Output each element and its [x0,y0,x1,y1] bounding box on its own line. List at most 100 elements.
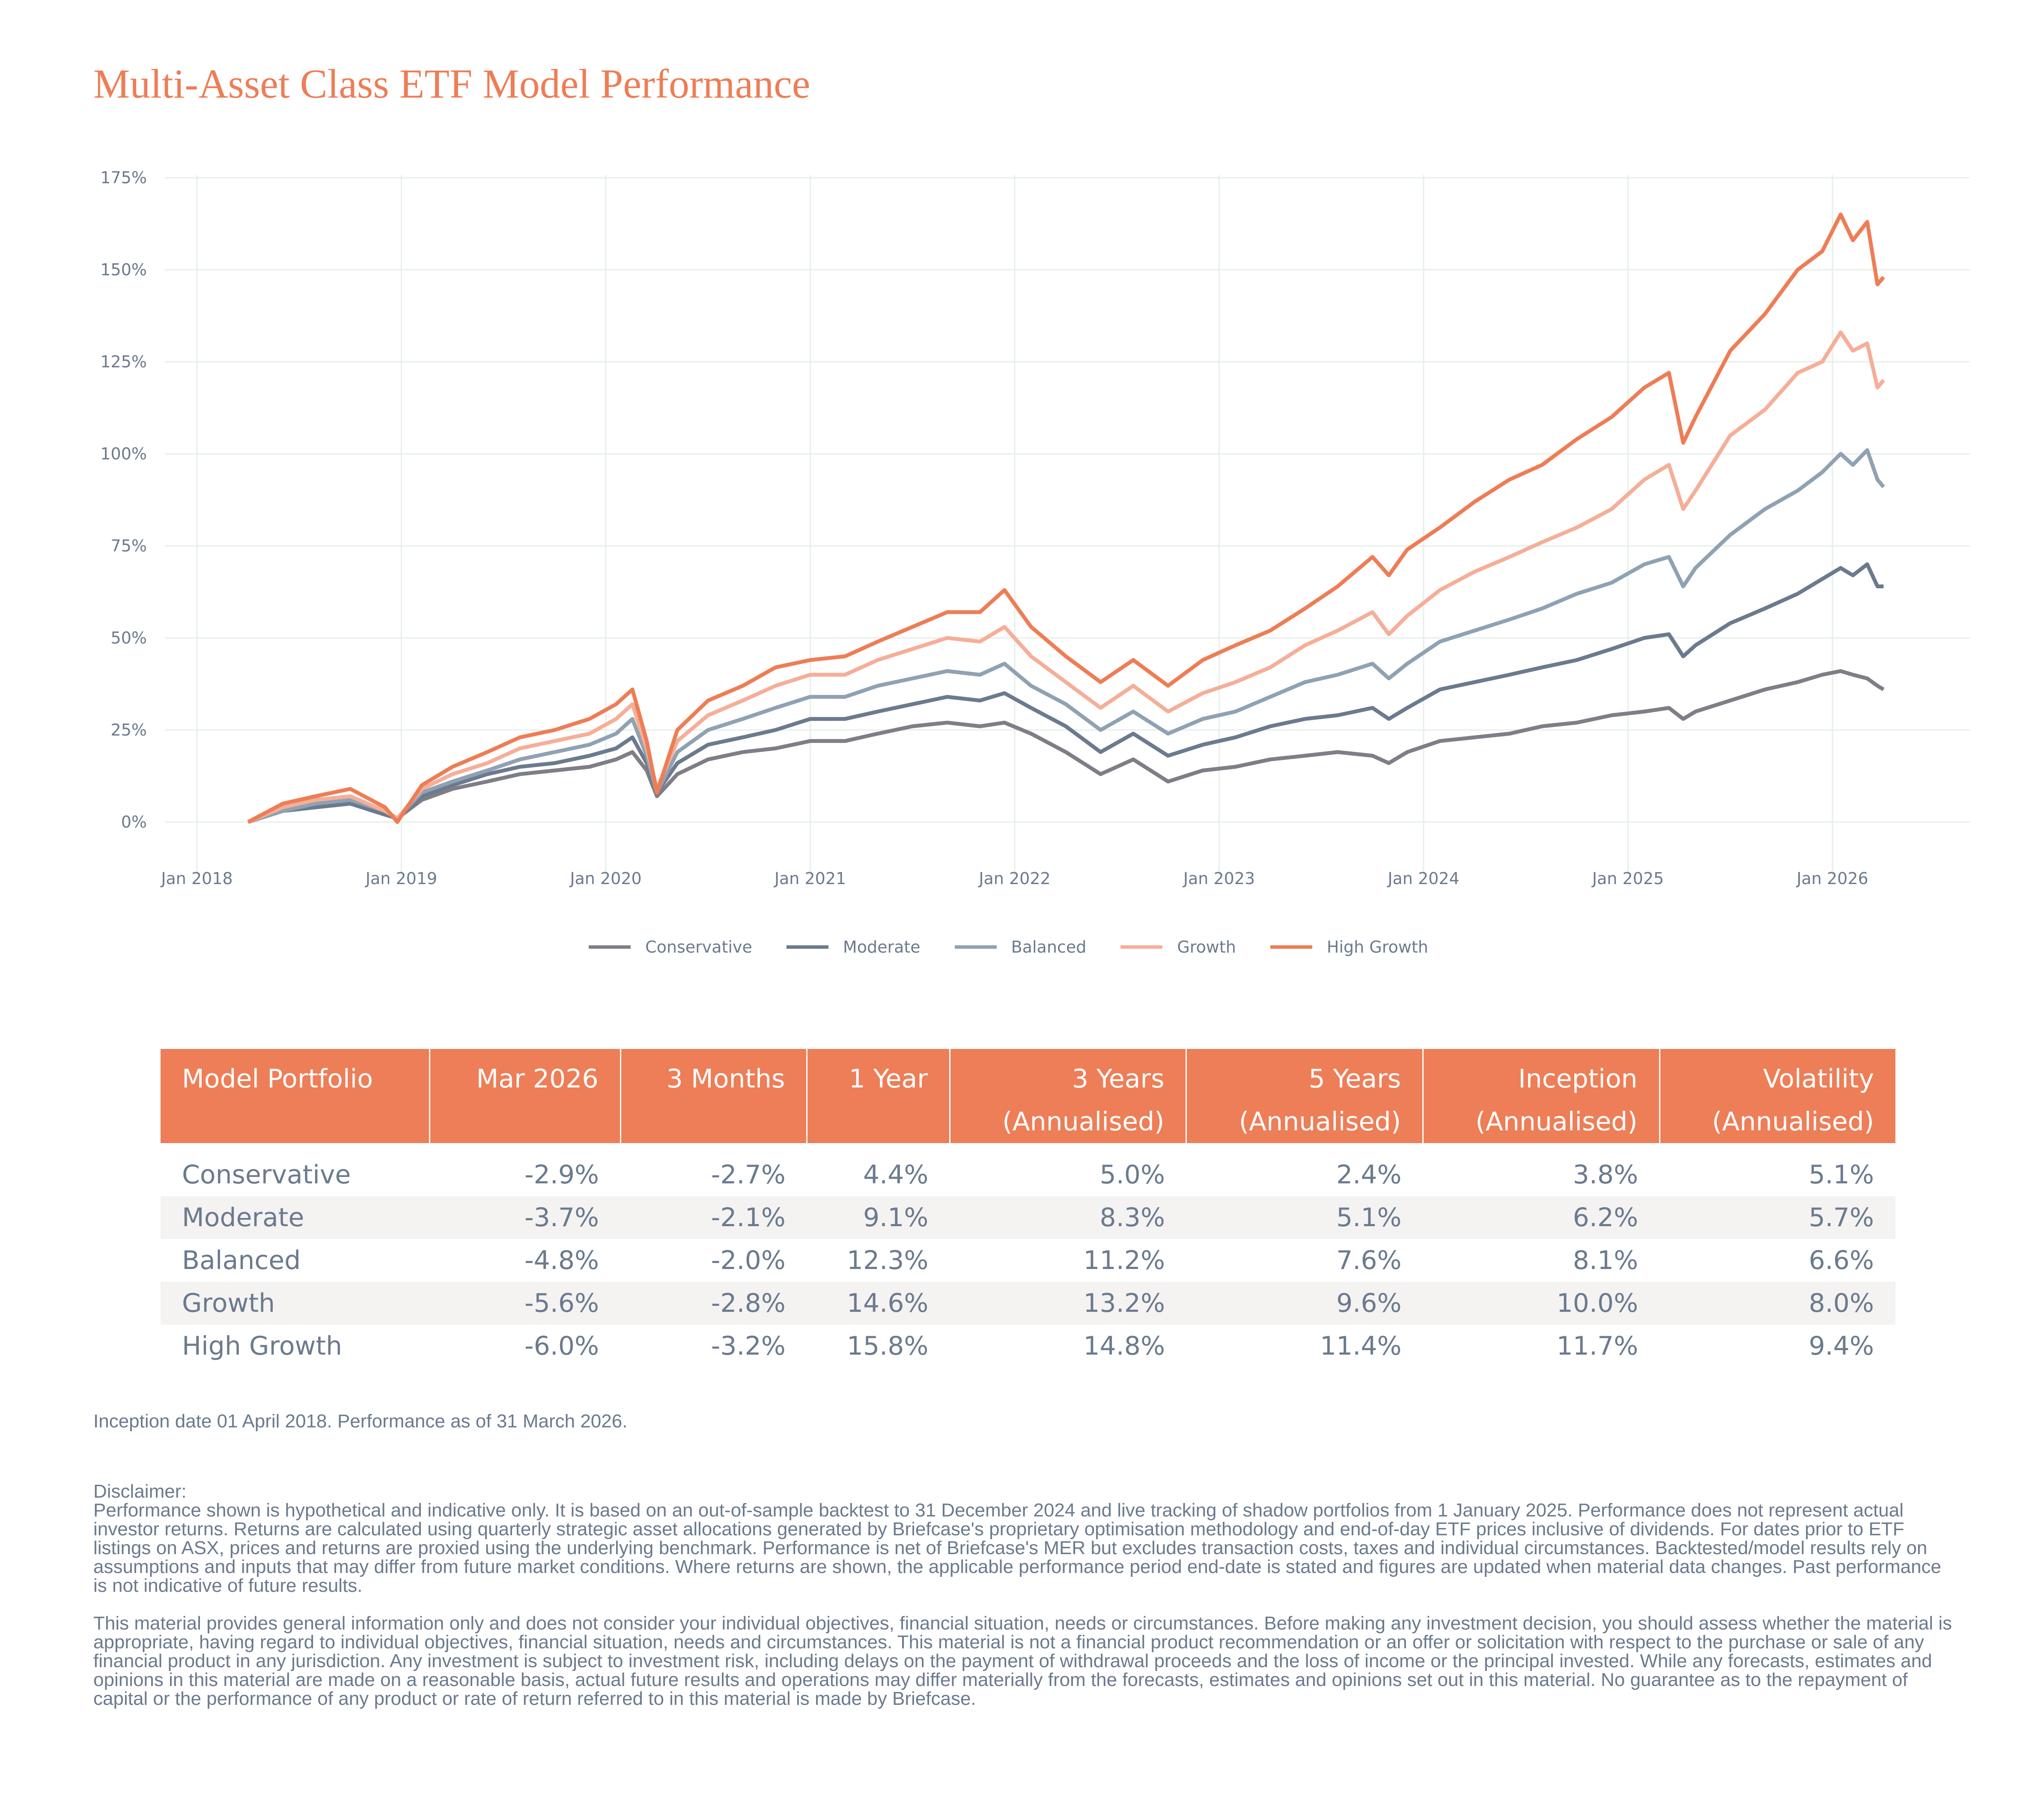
y-tick-label: 75% [111,536,147,555]
cell-value: 13.2% [950,1282,1186,1325]
disclaimer: Disclaimer: Performance shown is hypothe… [93,1482,1960,1727]
cell-value: 11.4% [1320,1331,1402,1361]
cell-value: 11.2% [1083,1245,1165,1275]
cell-value: -5.6% [429,1282,621,1325]
cell-value: 3.8% [1573,1160,1639,1190]
legend-item-moderate[interactable]: Moderate [786,938,921,956]
legend-swatch-conservative [589,945,631,949]
header-sublabel: (Annualised) [1475,1107,1638,1137]
x-tick-label: Jan 2026 [1796,869,1868,888]
header-1-year: 1 Year [806,1049,950,1143]
cell-value: 14.8% [1083,1331,1165,1361]
table-row: Conservative -2.9% -2.7% 4.4% 5.0% 2.4% … [161,1143,1895,1196]
header-inception: Inception (Annualised) [1422,1049,1660,1143]
cell-value: 9.1% [807,1196,950,1239]
header-label: Inception [1518,1064,1638,1094]
cell-value: -3.7% [429,1196,621,1239]
x-tick-label: Jan 2023 [1183,869,1255,888]
cell-value: -2.1% [620,1196,807,1239]
legend-item-high-growth[interactable]: High Growth [1270,938,1428,956]
disclaimer-paragraph-2: This material provides general informati… [93,1613,1952,1709]
cell-value: 6.6% [1808,1245,1874,1275]
y-tick-label: 100% [100,444,147,463]
x-tick-label: Jan 2021 [774,869,846,888]
cell-value: 11.7% [1556,1331,1639,1361]
header-label: 3 Months [666,1064,785,1094]
series-lines [247,212,1885,824]
legend-item-growth[interactable]: Growth [1120,938,1236,956]
x-tick-label: Jan 2025 [1591,869,1664,888]
legend-label: Moderate [843,938,921,956]
header-label: 5 Years [1308,1064,1401,1094]
legend-label: Balanced [1011,938,1087,956]
x-tick-label: Jan 2018 [160,869,232,888]
cell-value: 2.4% [1336,1160,1402,1190]
cell-value: 8.3% [950,1196,1186,1239]
x-tick-label: Jan 2024 [1387,869,1459,888]
header-month: Mar 2026 [429,1049,621,1143]
disclaimer-heading: Disclaimer: [93,1481,187,1502]
chart-grid [165,175,1969,876]
cell-value: -2.9% [524,1160,599,1190]
table-row: Balanced -4.8% -2.0% 12.3% 11.2% 7.6% 8.… [161,1239,1895,1282]
x-tick-label: Jan 2019 [365,869,437,888]
x-axis-ticks: Jan 2018 Jan 2019 Jan 2020 Jan 2021 Jan 2022… [160,869,1868,888]
cell-portfolio: Moderate [161,1196,430,1239]
y-axis-ticks: 0% 25% 50% 75% 100% 125% 150% 175% [100,168,147,831]
table-row: Moderate -3.7% -2.1% 9.1% 8.3% 5.1% 6.2%… [161,1196,1895,1239]
cell-value: 7.6% [1336,1245,1402,1275]
y-tick-label: 25% [111,721,147,739]
header-sublabel: (Annualised) [1002,1107,1165,1137]
inception-note: Inception date 01 April 2018. Performanc… [93,1411,628,1432]
cell-value: 6.2% [1423,1196,1660,1239]
cell-value: 9.6% [1186,1282,1423,1325]
header-3-years: 3 Years (Annualised) [949,1049,1186,1143]
cell-portfolio: Growth [161,1282,430,1325]
series-line-growth [247,330,1885,824]
series-line-balanced [247,448,1885,824]
legend-swatch-high-growth [1270,945,1312,949]
disclaimer-paragraph-1: Performance shown is hypothetical and in… [93,1500,1942,1596]
cell-value: 5.1% [1808,1160,1874,1190]
header-sublabel: (Annualised) [1712,1107,1874,1137]
cell-value: -6.0% [524,1331,599,1361]
y-tick-label: 0% [121,813,147,831]
y-tick-label: 150% [100,260,147,279]
cell-value: 5.0% [1099,1160,1165,1190]
series-line-moderate [247,562,1884,824]
cell-value: 15.8% [846,1331,929,1361]
legend-item-conservative[interactable]: Conservative [589,938,752,956]
cell-value: 9.4% [1808,1331,1874,1361]
legend-swatch-growth [1120,945,1163,949]
table-row: High Growth -6.0% -3.2% 15.8% 14.8% 11.4… [161,1325,1895,1367]
cell-value: -4.8% [524,1245,599,1275]
cell-value: 12.3% [846,1245,929,1275]
cell-value: -3.2% [711,1331,786,1361]
legend-swatch-balanced [954,945,997,949]
header-label: Model Portfolio [182,1064,373,1094]
legend-label: Growth [1177,938,1236,956]
cell-value: -2.7% [711,1160,786,1190]
header-label: Mar 2026 [476,1064,599,1094]
cell-value: 5.1% [1186,1196,1423,1239]
cell-value: 4.4% [863,1160,929,1190]
cell-value: -2.0% [711,1245,786,1275]
cell-value: 8.1% [1573,1245,1639,1275]
cell-value: -2.8% [620,1282,807,1325]
table-row: Growth -5.6% -2.8% 14.6% 13.2% 9.6% 10.0… [161,1282,1895,1325]
header-label: Volatility [1763,1064,1874,1094]
cell-portfolio: High Growth [182,1331,343,1361]
cell-value: 10.0% [1423,1282,1660,1325]
y-tick-label: 175% [100,168,147,187]
y-tick-label: 125% [100,352,147,371]
performance-line-chart: 0% 25% 50% 75% 100% 125% 150% 175% Jan 2018 Jan … [100,168,1969,888]
y-tick-label: 50% [111,629,147,647]
table-header-row: Model Portfolio Mar 2026 3 Months 1 Year… [161,1049,1895,1143]
cell-portfolio: Balanced [182,1245,301,1275]
series-line-conservative [247,669,1885,824]
header-5-years: 5 Years (Annualised) [1186,1049,1423,1143]
legend-swatch-moderate [786,945,828,949]
series-line-high-growth [247,212,1885,824]
legend-label: High Growth [1326,938,1428,956]
legend-item-balanced[interactable]: Balanced [954,938,1087,956]
